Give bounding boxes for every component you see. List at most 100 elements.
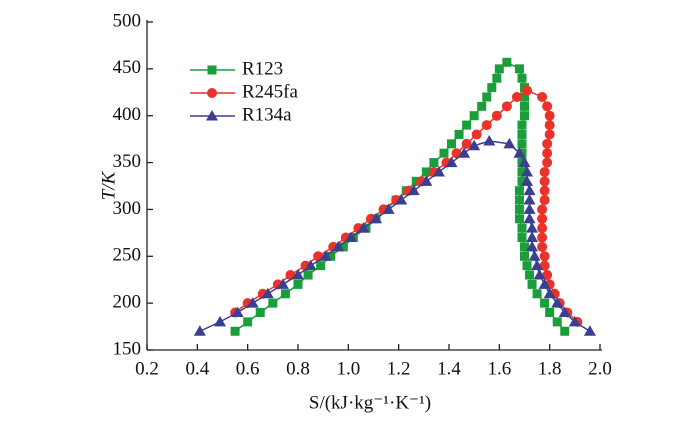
data-point (432, 165, 445, 177)
data-point (560, 326, 570, 336)
data-point (544, 110, 555, 121)
data-point (447, 139, 457, 149)
data-point (520, 242, 529, 252)
y-tick-label: 450 (113, 57, 142, 78)
data-point (514, 64, 524, 74)
x-tick-label: 0.8 (286, 358, 310, 379)
data-point (246, 297, 259, 308)
data-point (517, 167, 527, 177)
data-point (514, 214, 524, 224)
data-point (537, 232, 548, 243)
data-point (517, 129, 527, 139)
y-tick-label: 400 (113, 104, 142, 125)
data-point (502, 57, 512, 67)
data-point (451, 148, 462, 159)
legend-label: R123 (242, 58, 283, 79)
data-point (531, 259, 544, 271)
x-tick-label: 0.4 (185, 358, 209, 379)
data-point (458, 147, 471, 158)
data-point (539, 185, 550, 196)
data-point (540, 298, 550, 308)
data-point (370, 212, 383, 224)
data-point (517, 120, 527, 130)
data-point (542, 101, 553, 112)
data-point (539, 166, 550, 177)
data-point (522, 261, 532, 271)
data-point (558, 306, 571, 318)
data-point (462, 120, 472, 130)
data-point (537, 91, 548, 102)
data-point (255, 308, 265, 318)
data-point (583, 325, 596, 336)
data-point (523, 203, 536, 214)
data-point (517, 139, 527, 149)
data-point (421, 167, 431, 177)
data-point (326, 251, 336, 261)
x-tick-label: 0.2 (135, 358, 159, 379)
data-point (517, 233, 527, 243)
data-point (517, 176, 527, 186)
data-point (461, 138, 472, 149)
y-tick-label: 500 (113, 10, 142, 31)
data-point (526, 222, 539, 233)
data-point (276, 278, 289, 289)
data-point (395, 194, 408, 205)
x-tick-label: 2.0 (588, 358, 612, 379)
data-point (243, 317, 253, 327)
data-point (231, 306, 244, 318)
data-point (521, 175, 534, 186)
data-point (304, 259, 317, 271)
data-point (520, 92, 529, 102)
data-point (344, 231, 357, 243)
data-point (491, 110, 502, 121)
data-point (492, 73, 502, 83)
data-point (543, 287, 556, 299)
x-tick-label: 1.8 (538, 358, 562, 379)
data-point (542, 138, 553, 149)
data-point (544, 129, 555, 140)
data-point (544, 120, 555, 131)
data-point (521, 165, 534, 177)
data-point (439, 148, 449, 158)
data-point (503, 137, 516, 149)
data-point (542, 157, 553, 168)
data-point (522, 85, 533, 96)
y-tick-label: 300 (113, 198, 142, 219)
data-point (477, 101, 487, 111)
data-point (445, 156, 458, 168)
data-point (303, 270, 313, 280)
data-point (332, 240, 345, 252)
y-axis-label: T/K (98, 170, 119, 200)
data-point (338, 242, 348, 252)
data-point (520, 251, 529, 261)
y-tick-label: 250 (113, 245, 142, 266)
data-point (482, 92, 492, 102)
data-point (213, 315, 226, 327)
data-point (469, 111, 479, 121)
data-point (539, 195, 550, 206)
data-point (520, 101, 529, 111)
legend-marker (206, 110, 218, 121)
data-point (193, 325, 206, 336)
y-tick-label: 200 (113, 292, 142, 313)
data-point (292, 269, 304, 280)
data-point (382, 203, 395, 214)
data-point (545, 308, 555, 318)
data-point (411, 176, 421, 186)
data-point (514, 186, 524, 196)
data-point (513, 147, 526, 158)
data-point (514, 195, 524, 205)
data-point (520, 111, 529, 121)
data-point (494, 64, 504, 74)
data-point (454, 129, 464, 139)
data-point (517, 73, 527, 83)
data-point (528, 250, 541, 261)
data-point (280, 289, 290, 299)
data-point (526, 231, 539, 243)
data-point (487, 83, 497, 93)
data-point (539, 260, 550, 271)
data-point (527, 279, 537, 289)
x-axis-label: S/(kJ·kg⁻¹·K⁻¹) (309, 392, 431, 413)
data-point (407, 184, 420, 196)
